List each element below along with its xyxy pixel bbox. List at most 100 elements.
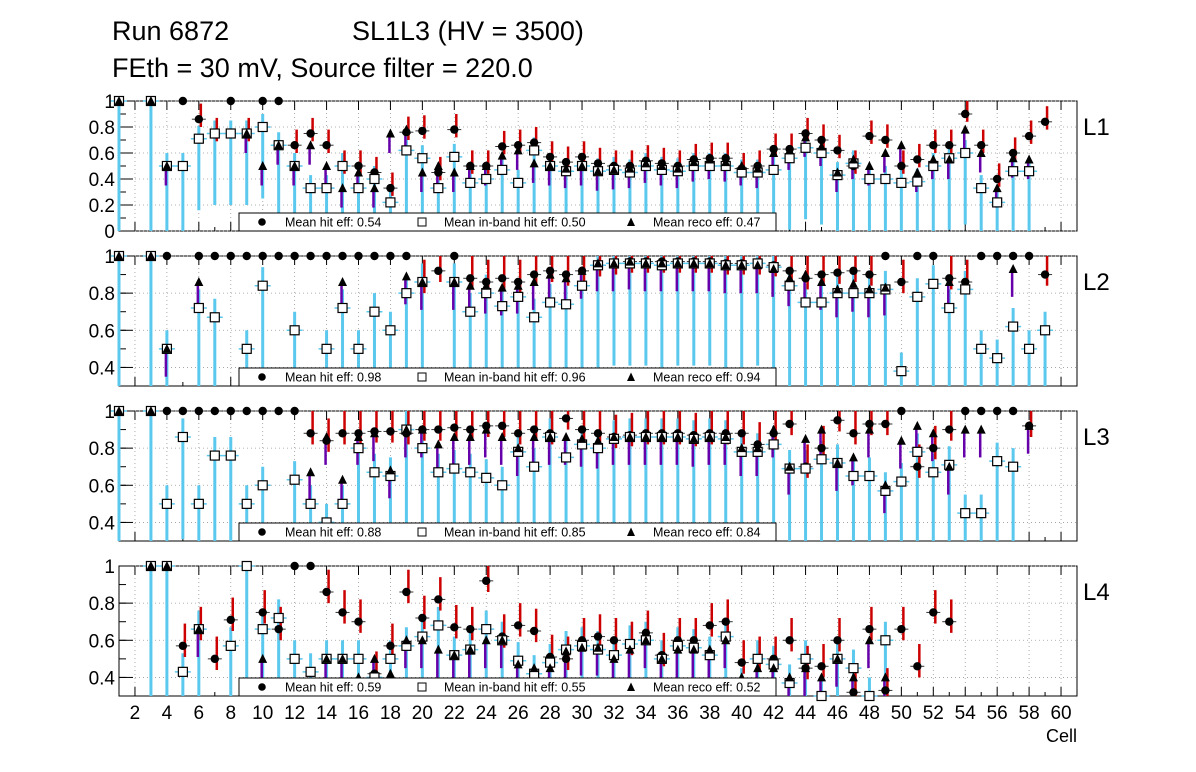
hit-eff-point (258, 608, 267, 617)
inband-eff-point (401, 145, 412, 156)
inband-eff-point (800, 142, 811, 153)
reco-eff-point (338, 474, 348, 484)
superlayer-title: SL1L3 (HV = 3500) (352, 16, 584, 46)
reco-eff-point (912, 167, 922, 177)
reco-eff-point (769, 424, 779, 434)
reco-eff-point (769, 148, 779, 157)
hit-eff-point (1008, 251, 1018, 261)
reco-eff-point (162, 561, 172, 570)
hit-eff-point (386, 183, 395, 193)
reco-eff-point (497, 150, 507, 160)
inband-eff-point (449, 463, 460, 474)
legend-hit-marker (258, 218, 266, 226)
inband-eff-point (417, 443, 428, 454)
reco-eff-point (561, 646, 571, 656)
reco-eff-point (657, 432, 667, 441)
hit-eff-point (961, 406, 970, 416)
legend: Mean hit eff: 0.88 Mean in-band hit eff: … (238, 522, 777, 542)
hit-eff-point (817, 662, 826, 671)
hit-eff-point (194, 115, 204, 124)
inband-eff-point (481, 624, 492, 635)
hit-eff-point (1008, 148, 1018, 158)
hit-eff-point (322, 141, 331, 150)
inband-eff-point (1023, 343, 1035, 354)
inband-eff-point (992, 353, 1003, 364)
reco-eff-point (609, 164, 619, 174)
reco-eff-point (529, 277, 539, 286)
reco-eff-point (753, 443, 763, 453)
panel-label: L3 (1083, 424, 1110, 451)
inband-eff-point (529, 145, 540, 156)
hit-eff-point (210, 251, 219, 261)
reco-eff-point (673, 163, 683, 173)
x-tick-label: 24 (476, 703, 498, 724)
threshold-title: FEth = 30 mV, Source filter = 220.0 (112, 53, 533, 83)
hit-eff-point (226, 615, 235, 625)
inband-eff-point (592, 443, 604, 454)
hit-eff-point (450, 623, 459, 632)
reco-eff-point (625, 644, 635, 654)
inband-eff-point (513, 291, 524, 302)
hit-eff-point (977, 251, 986, 261)
reco-eff-point (1008, 264, 1018, 273)
reco-eff-point (673, 432, 683, 441)
reco-eff-point (513, 659, 523, 669)
inband-eff-point (353, 653, 364, 664)
inband-eff-point (1008, 166, 1019, 177)
reco-eff-point (609, 432, 619, 441)
hit-eff-point (529, 138, 539, 147)
hit-eff-point (881, 251, 890, 261)
hit-eff-point (1008, 406, 1018, 416)
hit-eff-point (561, 414, 571, 423)
inband-eff-point (369, 306, 380, 317)
hit-eff-point (306, 561, 315, 571)
inband-eff-point (784, 153, 795, 164)
hit-eff-point (529, 425, 539, 434)
hit-eff-point (274, 406, 283, 416)
hit-eff-point (992, 251, 1002, 261)
legend-inband-label: Mean in-band hit eff: 0.85 (444, 526, 586, 540)
hit-eff-point (737, 658, 746, 667)
hit-eff-point (977, 406, 986, 416)
hit-eff-point (593, 632, 603, 641)
x-tick-label: 40 (731, 703, 752, 724)
reco-eff-point (401, 124, 411, 134)
inband-eff-point (241, 560, 252, 572)
inband-eff-point (481, 288, 492, 299)
y-tick-label: 1 (104, 247, 115, 268)
inband-eff-point (241, 498, 252, 509)
panel-l2: 0.4 0.6 0.8 1 L2 Mean hit eff: 0.98 Mean in-ba… (89, 247, 1110, 387)
reco-eff-point (322, 653, 332, 663)
hit-eff-point (913, 662, 922, 671)
reco-eff-point (864, 424, 874, 434)
inband-eff-point (896, 177, 907, 188)
reco-eff-point (545, 269, 555, 279)
y-tick-label: 1 (104, 92, 115, 113)
hit-eff-point (897, 406, 906, 416)
inband-eff-point (816, 690, 827, 702)
hit-eff-point (498, 142, 507, 151)
reco-eff-point (194, 277, 204, 286)
x-tick-label: 12 (284, 703, 305, 724)
reco-eff-point (577, 161, 587, 170)
inband-eff-point (289, 474, 300, 485)
reco-eff-point (641, 635, 651, 645)
reco-eff-point (146, 561, 156, 570)
inband-eff-point (848, 663, 859, 674)
inband-eff-point (928, 467, 939, 478)
y-tick-label: 0.8 (89, 118, 115, 139)
reco-eff-point (880, 672, 890, 682)
inband-eff-point (1008, 461, 1019, 472)
hit-eff-point (274, 96, 283, 106)
reco-eff-point (705, 258, 715, 268)
reco-eff-point (737, 260, 747, 270)
legend-reco-label: Mean reco eff: 0.84 (653, 526, 761, 540)
hit-eff-point (418, 126, 427, 136)
x-tick-label: 14 (316, 703, 338, 724)
reco-eff-point (561, 163, 571, 173)
hit-eff-point (992, 174, 1002, 184)
reco-eff-point (896, 435, 906, 445)
hit-eff-point (434, 425, 443, 434)
hit-eff-point (242, 406, 251, 416)
hit-eff-point (513, 429, 523, 438)
